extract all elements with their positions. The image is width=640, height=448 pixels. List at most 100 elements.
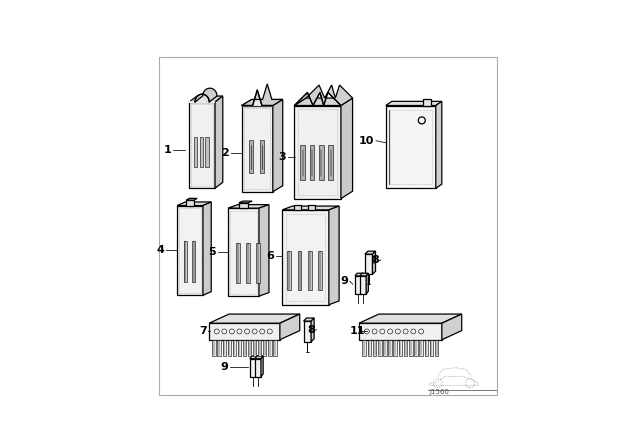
Polygon shape — [404, 340, 408, 356]
Polygon shape — [186, 200, 194, 206]
Polygon shape — [259, 205, 269, 296]
Polygon shape — [362, 340, 366, 356]
Polygon shape — [242, 90, 273, 106]
Polygon shape — [256, 356, 258, 377]
Polygon shape — [255, 356, 263, 359]
Polygon shape — [228, 340, 231, 356]
Polygon shape — [300, 145, 305, 180]
Polygon shape — [311, 318, 314, 342]
Polygon shape — [205, 137, 209, 167]
Polygon shape — [218, 340, 221, 356]
Polygon shape — [263, 340, 266, 356]
Polygon shape — [177, 202, 211, 206]
Text: 7: 7 — [199, 327, 207, 336]
Polygon shape — [360, 276, 366, 294]
Polygon shape — [429, 340, 433, 356]
Polygon shape — [424, 340, 428, 356]
Polygon shape — [223, 340, 226, 356]
Text: 6: 6 — [267, 250, 275, 261]
Polygon shape — [372, 251, 376, 274]
Polygon shape — [228, 205, 269, 208]
Polygon shape — [258, 340, 262, 356]
Polygon shape — [248, 340, 252, 356]
Text: 9: 9 — [220, 362, 228, 372]
Polygon shape — [273, 340, 276, 356]
Polygon shape — [228, 208, 259, 296]
Polygon shape — [242, 99, 283, 106]
Polygon shape — [294, 85, 353, 106]
Polygon shape — [303, 318, 314, 321]
Polygon shape — [409, 340, 413, 356]
Polygon shape — [239, 203, 248, 208]
Polygon shape — [329, 206, 339, 305]
Text: J1560: J1560 — [429, 388, 449, 395]
Polygon shape — [367, 340, 371, 356]
Text: 10: 10 — [359, 136, 374, 146]
Polygon shape — [236, 243, 240, 283]
Polygon shape — [203, 202, 211, 295]
Polygon shape — [243, 340, 246, 356]
Polygon shape — [442, 314, 461, 340]
Polygon shape — [423, 99, 431, 106]
Polygon shape — [215, 96, 223, 188]
Polygon shape — [249, 140, 253, 173]
Text: 1: 1 — [164, 145, 172, 155]
Polygon shape — [200, 137, 203, 167]
Polygon shape — [359, 323, 442, 340]
Polygon shape — [280, 314, 300, 340]
Polygon shape — [273, 99, 283, 192]
Text: 3: 3 — [278, 152, 286, 162]
Polygon shape — [246, 243, 250, 283]
Polygon shape — [250, 359, 256, 377]
Polygon shape — [294, 205, 301, 210]
Polygon shape — [308, 205, 315, 210]
Polygon shape — [261, 356, 263, 377]
Polygon shape — [189, 102, 215, 188]
Polygon shape — [359, 314, 461, 323]
Polygon shape — [194, 137, 197, 167]
Polygon shape — [386, 106, 436, 188]
Polygon shape — [378, 340, 381, 356]
Polygon shape — [361, 273, 364, 294]
Polygon shape — [355, 276, 361, 294]
Polygon shape — [233, 340, 236, 356]
Text: 9: 9 — [340, 276, 348, 286]
Text: 8: 8 — [307, 325, 315, 335]
Polygon shape — [388, 340, 392, 356]
Polygon shape — [360, 273, 369, 276]
Polygon shape — [242, 106, 273, 192]
Polygon shape — [318, 250, 322, 290]
Polygon shape — [242, 84, 283, 106]
Polygon shape — [383, 340, 387, 356]
Polygon shape — [253, 340, 257, 356]
Polygon shape — [435, 340, 438, 356]
Polygon shape — [255, 359, 261, 377]
Polygon shape — [250, 356, 258, 359]
Polygon shape — [282, 206, 339, 210]
Polygon shape — [294, 98, 353, 106]
Polygon shape — [212, 340, 216, 356]
Polygon shape — [237, 340, 241, 356]
Text: 2: 2 — [221, 148, 229, 158]
Polygon shape — [303, 321, 311, 342]
Polygon shape — [366, 273, 369, 294]
Text: 5: 5 — [208, 247, 216, 257]
Polygon shape — [260, 140, 264, 173]
Polygon shape — [294, 106, 341, 198]
Text: 8: 8 — [371, 255, 379, 265]
Polygon shape — [328, 145, 333, 180]
Circle shape — [419, 117, 426, 124]
Polygon shape — [255, 243, 260, 283]
Polygon shape — [209, 323, 280, 340]
Polygon shape — [186, 198, 197, 200]
Polygon shape — [399, 340, 403, 356]
Polygon shape — [419, 340, 423, 356]
Polygon shape — [341, 98, 353, 198]
Polygon shape — [209, 314, 300, 323]
Polygon shape — [287, 250, 291, 290]
Polygon shape — [436, 101, 442, 188]
Polygon shape — [394, 340, 397, 356]
Polygon shape — [308, 250, 312, 290]
Text: 11: 11 — [349, 327, 365, 336]
Polygon shape — [189, 96, 223, 102]
